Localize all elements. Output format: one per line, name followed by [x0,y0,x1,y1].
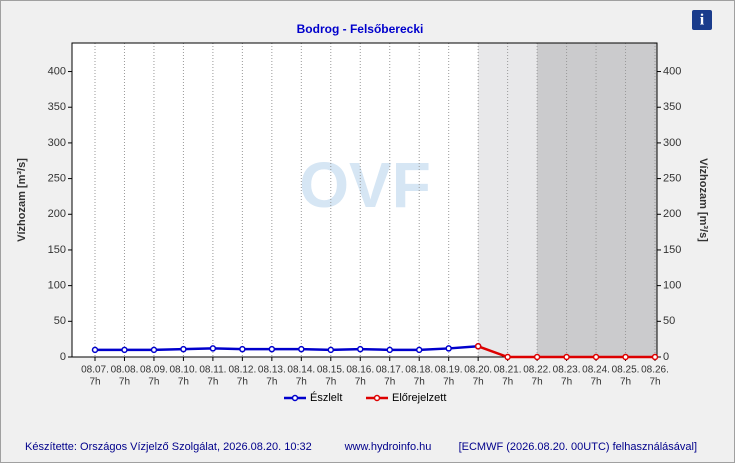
y-tick-label: 250 [48,172,66,184]
y-tick-label: 350 [48,101,66,113]
info-icon-box[interactable] [692,10,712,30]
x-tick-label: 08.16. [346,365,374,376]
footer-right: [ECMWF (2026.08.20. 00UTC) felhasználásá… [459,441,697,453]
y-tick-label: 200 [48,208,66,220]
point [121,346,128,354]
y-tick-label: 50 [54,315,66,327]
x-tick-label: 08.18. [405,365,433,376]
x-tick-hour: 7h [266,377,277,388]
x-tick-hour: 7h [620,377,631,388]
y-tick-label: 0 [60,351,66,363]
y2-tick-label: 350 [663,101,681,113]
y-axis-label: Vízhozam [m³/s] [16,158,28,242]
point [91,346,99,354]
x-tick-label: 08.19. [435,365,463,376]
legend-marker [291,394,299,402]
y2-tick-label: 0 [663,351,669,363]
point [445,345,452,352]
x-tick-hour: 7h [561,377,572,388]
x-tick-hour: 7h [355,377,366,388]
x-tick-label: 08.26. [641,365,669,376]
point [592,353,600,361]
x-tick-label: 08.23. [553,365,581,376]
point [415,346,423,354]
y-tick-label: 400 [48,65,66,77]
point [651,353,659,361]
x-tick-hour: 7h [473,377,484,388]
x-tick-label: 08.25. [612,365,640,376]
chart-title: Bodrog - Felsőberecki [297,22,424,36]
x-tick-hour: 7h [443,377,454,388]
point [180,345,187,353]
series-line [95,345,479,352]
x-tick-hour: 7h [89,377,100,388]
point [474,343,482,350]
x-tick-hour: 7h [207,377,218,388]
x-tick-label: 08.13. [258,365,286,376]
legend-label: Előrejelzett [392,392,446,404]
x-tick-label: 08.07. [81,365,109,376]
y2-tick-label: 150 [663,244,681,256]
footer-center: www.hydroinfo.hu [344,441,432,453]
point [563,353,570,361]
y-tick-label: 100 [48,280,66,292]
y2-tick-label: 300 [663,137,681,149]
y-tick-label: 300 [48,137,66,149]
x-tick-label: 08.12. [228,365,256,376]
x-tick-hour: 7h [532,377,543,388]
point [533,353,541,361]
legend-label: Észlelt [310,391,342,404]
footer-left: Készítette: Országos Vízjelző Szolgálat,… [25,441,312,453]
point [622,353,629,361]
x-tick-label: 08.15. [317,365,345,376]
point [209,345,217,352]
y2-tick-label: 250 [663,172,681,184]
point [298,345,305,353]
x-tick-hour: 7h [649,377,660,388]
y-tick-label: 150 [48,244,66,256]
point [357,345,364,353]
x-tick-hour: 7h [237,377,248,388]
x-tick-label: 08.14. [287,365,315,376]
x-tick-label: 08.22. [523,365,551,376]
point [386,346,393,354]
point [268,345,276,353]
x-tick-label: 08.08. [111,365,139,376]
watermark: OVF [299,149,431,221]
point [327,346,335,354]
y2-axis-label: Vízhozam [m³/s] [697,158,709,242]
point [239,345,246,353]
x-tick-label: 08.21. [494,365,522,376]
x-tick-hour: 7h [590,377,601,388]
y2-tick-label: 200 [663,208,681,220]
y2-tick-label: 400 [663,65,681,77]
x-tick-hour: 7h [178,377,189,388]
x-tick-hour: 7h [296,377,307,388]
x-tick-label: 08.09. [140,365,168,376]
x-tick-hour: 7h [325,377,336,388]
point [150,346,158,354]
plot-border [71,42,658,358]
x-tick-label: 08.17. [376,365,404,376]
x-tick-hour: 7h [384,377,395,388]
x-tick-hour: 7h [414,377,425,388]
x-tick-hour: 7h [148,377,159,388]
y2-tick-label: 50 [663,315,675,327]
x-tick-label: 08.10. [170,365,198,376]
forecast-band-far [537,43,657,357]
x-tick-label: 08.24. [582,365,610,376]
point [504,353,511,361]
info-icon-glyph[interactable]: i [700,12,705,29]
x-tick-label: 08.11. [199,365,226,376]
y2-tick-label: 100 [663,280,681,292]
x-tick-hour: 7h [119,377,130,388]
legend-marker [373,394,381,402]
x-tick-hour: 7h [502,377,513,388]
info-icon[interactable]: i [692,10,712,30]
x-tick-label: 08.20. [464,365,492,376]
